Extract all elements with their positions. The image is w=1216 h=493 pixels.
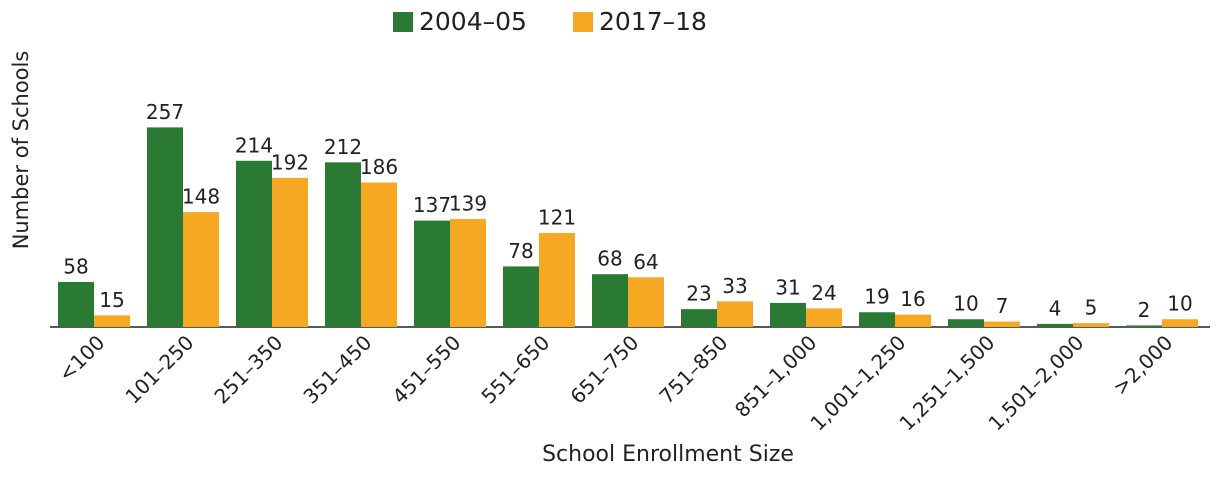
legend-label: 2017–18 bbox=[599, 7, 707, 36]
data-label: 2 bbox=[1138, 298, 1151, 322]
data-label: 212 bbox=[324, 135, 362, 159]
data-label: 16 bbox=[900, 287, 925, 311]
legend-label: 2004–05 bbox=[419, 7, 527, 36]
data-label: 137 bbox=[413, 193, 451, 217]
data-label: 5 bbox=[1085, 296, 1098, 320]
bar bbox=[948, 319, 984, 327]
data-label: 68 bbox=[597, 247, 622, 271]
bar bbox=[895, 314, 931, 327]
bar bbox=[681, 309, 717, 327]
bar bbox=[806, 308, 842, 327]
bar bbox=[147, 127, 183, 327]
data-label: 78 bbox=[508, 239, 533, 263]
bar bbox=[325, 162, 361, 327]
x-tick-label: 851–1,000 bbox=[730, 330, 822, 422]
bar bbox=[628, 277, 664, 327]
bar bbox=[984, 321, 1020, 327]
bar bbox=[58, 281, 94, 327]
data-label: 121 bbox=[538, 206, 576, 230]
x-tick-label: 751–850 bbox=[654, 330, 732, 408]
bar bbox=[859, 312, 895, 327]
x-tick-label: 101–250 bbox=[120, 330, 198, 408]
bar bbox=[592, 274, 628, 327]
data-label: 58 bbox=[63, 254, 88, 278]
data-label: 257 bbox=[146, 100, 184, 124]
data-label: 64 bbox=[633, 250, 658, 274]
data-label: 186 bbox=[360, 155, 398, 179]
data-label: 10 bbox=[953, 292, 978, 316]
data-label: 10 bbox=[1167, 292, 1192, 316]
y-axis-label: Number of Schools bbox=[9, 51, 33, 250]
x-tick-label: 1,501–2,000 bbox=[983, 330, 1088, 435]
legend-swatch bbox=[393, 12, 413, 32]
data-label: 24 bbox=[811, 281, 836, 305]
data-label: 33 bbox=[722, 274, 747, 298]
bar bbox=[539, 233, 575, 327]
bar bbox=[1162, 319, 1198, 327]
bar bbox=[1126, 325, 1162, 327]
bar bbox=[717, 301, 753, 327]
data-label: 4 bbox=[1049, 296, 1062, 320]
bar bbox=[1073, 323, 1109, 327]
x-tick-label: 451–550 bbox=[387, 330, 465, 408]
data-label: 192 bbox=[271, 150, 309, 174]
bar bbox=[770, 302, 806, 327]
bar bbox=[1037, 323, 1073, 327]
data-label: 19 bbox=[864, 285, 889, 309]
x-tick-label: 251–350 bbox=[209, 330, 287, 408]
x-axis-label: School Enrollment Size bbox=[542, 442, 794, 467]
bar bbox=[183, 212, 219, 327]
data-label: 23 bbox=[686, 282, 711, 306]
bar bbox=[361, 182, 397, 327]
x-tick-label: 351–450 bbox=[298, 330, 376, 408]
data-label: 7 bbox=[996, 294, 1009, 318]
legend-swatch bbox=[573, 12, 593, 32]
data-label: 139 bbox=[449, 192, 487, 216]
bar bbox=[94, 315, 130, 327]
bar bbox=[450, 219, 486, 327]
bar bbox=[272, 177, 308, 327]
bar bbox=[236, 160, 272, 327]
data-label: 15 bbox=[99, 288, 124, 312]
data-label: 148 bbox=[182, 185, 220, 209]
bar bbox=[503, 266, 539, 327]
x-tick-label: >2,000 bbox=[1108, 330, 1177, 399]
data-label: 31 bbox=[775, 275, 800, 299]
x-tick-label: 551–650 bbox=[476, 330, 554, 408]
x-tick-label: 651–750 bbox=[565, 330, 643, 408]
data-label: 214 bbox=[235, 133, 273, 157]
x-tick-label: <100 bbox=[54, 330, 110, 386]
bar bbox=[414, 220, 450, 327]
